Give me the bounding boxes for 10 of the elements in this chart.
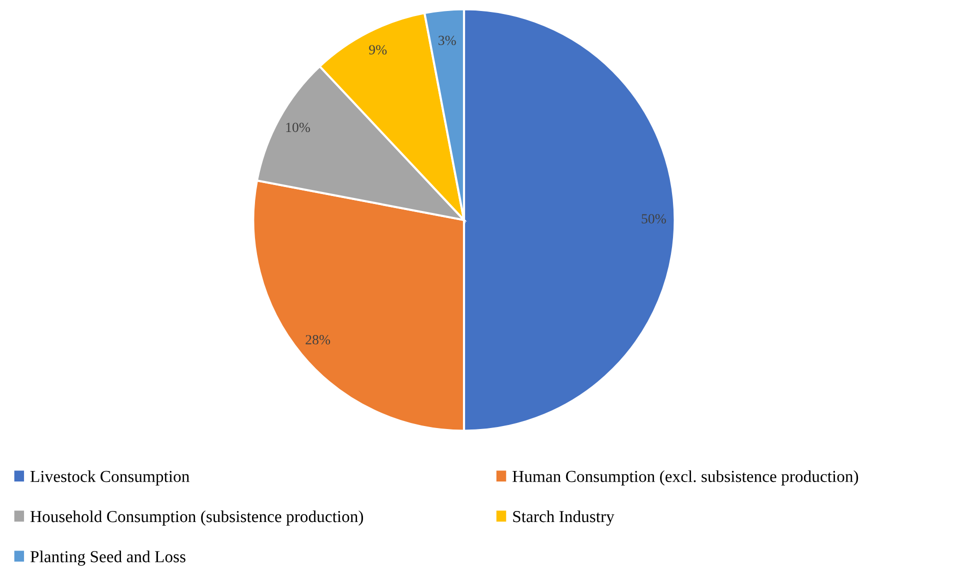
legend-label: Starch Industry bbox=[513, 510, 614, 526]
data-label: 10% bbox=[286, 122, 310, 132]
legend-label: Planting Seed and Loss bbox=[30, 550, 186, 566]
data-label: 3% bbox=[438, 36, 456, 46]
legend-label: Human Consumption (excl. subsistence production) bbox=[512, 470, 858, 486]
data-label: 50% bbox=[642, 214, 666, 224]
data-label: 9% bbox=[369, 45, 387, 54]
data-label: 28% bbox=[306, 335, 330, 344]
legend-label: Livestock Consumption bbox=[30, 470, 190, 486]
legend-label: Household Consumption (subsistence production) bbox=[30, 510, 364, 526]
